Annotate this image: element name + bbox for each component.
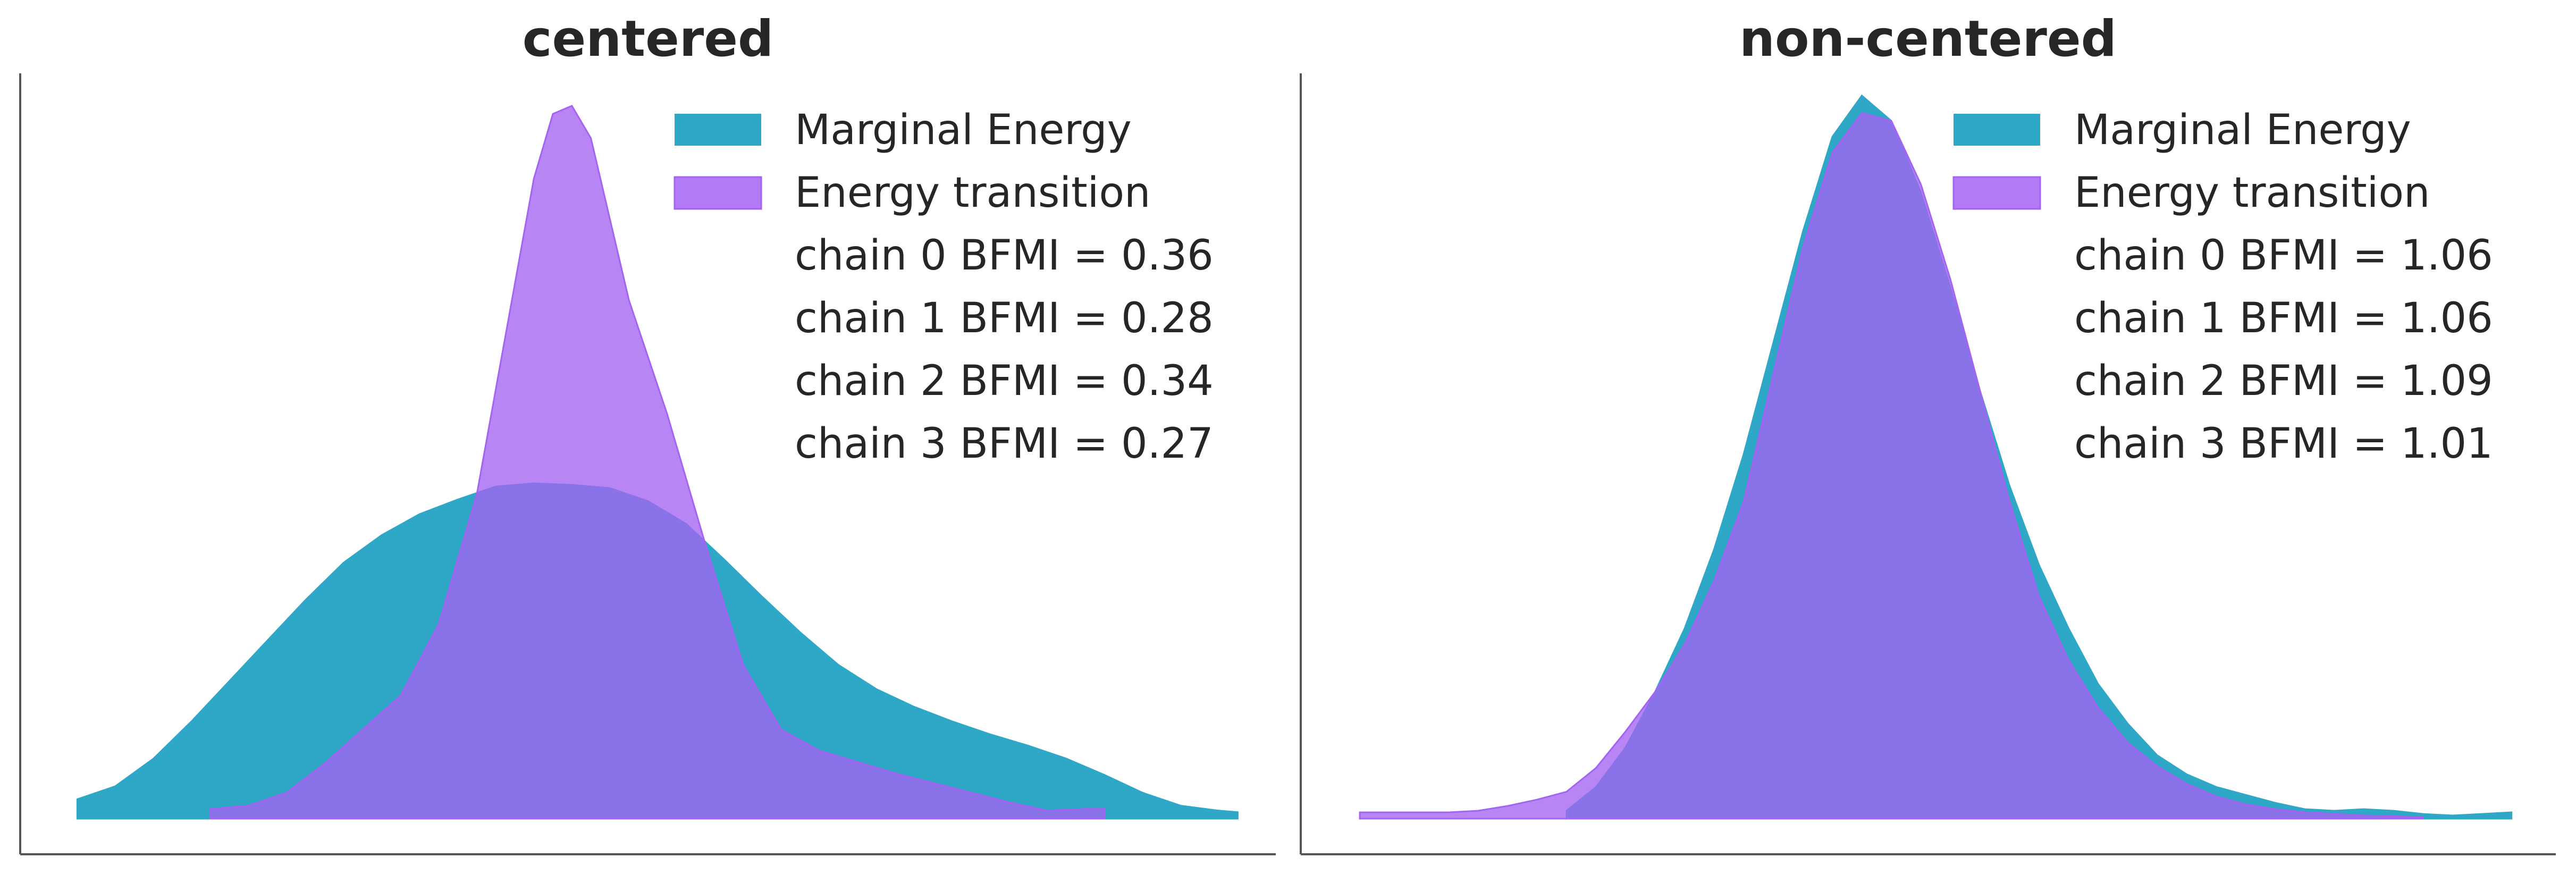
density-areas [1359, 94, 2513, 820]
bfmi-chain-1: chain 1 BFMI = 1.06 [2074, 295, 2493, 342]
legend-swatch-marginal-energy [675, 114, 761, 146]
legend: Marginal Energy Energy transition chain … [1952, 106, 2493, 468]
density-area-energy-transition [1359, 112, 2424, 820]
bfmi-chain-1: chain 1 BFMI = 0.28 [795, 295, 1214, 342]
panel-centered: centered Marginal Energy Energy transiti… [19, 10, 1276, 855]
panel-non-centered: non-centered Marginal Energy Energy tran… [1300, 10, 2556, 855]
panel-title: non-centered [1739, 10, 2117, 68]
legend-label-energy-transition: Energy transition [795, 169, 1150, 217]
legend-label-energy-transition: Energy transition [2074, 169, 2430, 217]
bfmi-chain-3: chain 3 BFMI = 0.27 [795, 420, 1214, 468]
bfmi-chain-3: chain 3 BFMI = 1.01 [2074, 420, 2493, 468]
bfmi-chain-0: chain 0 BFMI = 0.36 [795, 232, 1214, 280]
legend-swatch-energy-transition [674, 176, 762, 210]
legend-label-marginal-energy: Marginal Energy [795, 106, 1132, 154]
density-areas [76, 105, 1239, 820]
density-area-energy-transition [209, 105, 1106, 820]
legend-swatch-marginal-energy [1954, 114, 2040, 146]
bfmi-chain-2: chain 2 BFMI = 1.09 [2074, 357, 2493, 405]
bfmi-chain-0: chain 0 BFMI = 1.06 [2074, 232, 2493, 280]
panel-title: centered [523, 10, 773, 68]
bfmi-chain-2: chain 2 BFMI = 0.34 [795, 357, 1214, 405]
legend: Marginal Energy Energy transition chain … [674, 106, 1214, 468]
legend-label-marginal-energy: Marginal Energy [2074, 106, 2411, 154]
legend-swatch-energy-transition [1952, 176, 2041, 210]
